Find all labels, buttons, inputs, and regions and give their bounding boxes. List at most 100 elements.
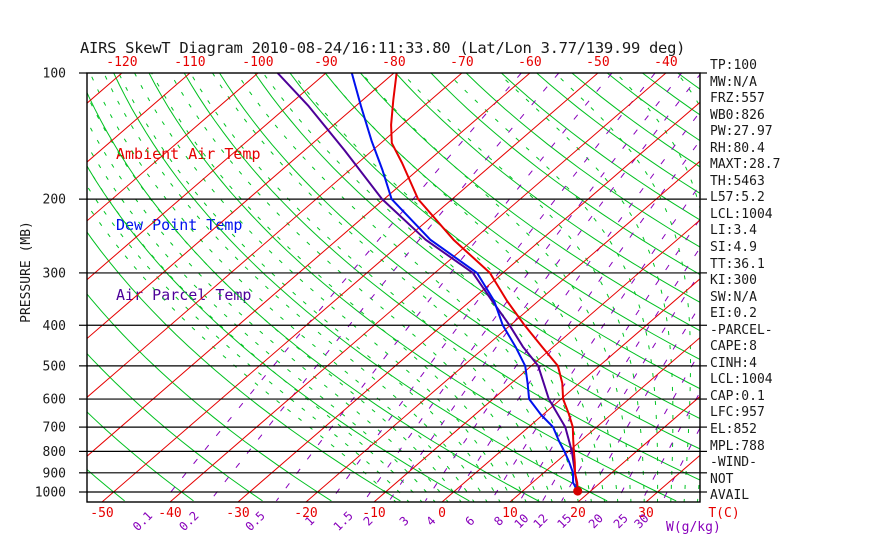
stat-line: LCL:1004 bbox=[710, 372, 773, 388]
stat-line: CAPE:8 bbox=[710, 339, 757, 355]
isotherm-line bbox=[577, 395, 700, 502]
isotherm-line bbox=[87, 73, 259, 222]
stat-line: EI:0.2 bbox=[710, 306, 757, 322]
dry-adiabat-line bbox=[219, 73, 700, 450]
stat-line: FRZ:557 bbox=[710, 91, 765, 107]
moist-adiabat-line bbox=[87, 143, 436, 502]
stat-line: MAXT:28.7 bbox=[710, 157, 781, 173]
top-temp-tick-label: -60 bbox=[518, 55, 541, 70]
dry-adiabat-line bbox=[87, 91, 539, 502]
pressure-tick-label: 100 bbox=[43, 67, 66, 82]
pressure-tick-label: 600 bbox=[43, 393, 66, 408]
moist-adiabat-line bbox=[87, 203, 397, 502]
mixing-ratio-tick-label: 0.1 bbox=[130, 509, 155, 534]
chart-title: AIRS SkewT Diagram 2010-08-24/16:11:33.8… bbox=[80, 39, 686, 57]
legend-dew-point: Dew Point Temp bbox=[116, 215, 243, 234]
mixing-ratio-line bbox=[616, 351, 700, 502]
moist-adiabat-line bbox=[169, 73, 540, 502]
bottom-temp-tick-label: 10 bbox=[502, 506, 518, 521]
mixing-ratio-line bbox=[561, 271, 700, 502]
mixing-ratio-tick-label: 12 bbox=[531, 511, 551, 531]
top-temp-tick-label: -110 bbox=[174, 55, 205, 70]
isotherm-line bbox=[373, 219, 700, 502]
stat-line: -PARCEL- bbox=[710, 322, 773, 338]
moist-adiabat-line bbox=[87, 120, 449, 502]
stat-line: KI:300 bbox=[710, 273, 757, 289]
stat-line: LFC:957 bbox=[710, 405, 765, 421]
mixing-ratio-tick-label: 1.5 bbox=[331, 509, 356, 534]
dry-adiabat-line bbox=[87, 411, 194, 502]
isotherm-line bbox=[87, 73, 463, 398]
dry-adiabat-line bbox=[501, 73, 700, 221]
dry-adiabat-line bbox=[183, 73, 700, 481]
bottom-temp-tick-label: 30 bbox=[638, 506, 654, 521]
mixing-ratio-line bbox=[163, 73, 522, 502]
isotherm-line bbox=[169, 73, 667, 502]
stat-line: WB0:826 bbox=[710, 107, 765, 123]
stat-line: LI:3.4 bbox=[710, 223, 757, 239]
pressure-tick-label: 700 bbox=[43, 421, 66, 436]
parcel-curve bbox=[276, 73, 579, 492]
stat-line: SW:N/A bbox=[710, 289, 757, 305]
bottom-temp-tick-label: -10 bbox=[362, 506, 385, 521]
moist-adiabat-line bbox=[87, 165, 423, 502]
temp-unit-label: T(C) bbox=[708, 506, 739, 521]
moist-adiabat-line bbox=[118, 73, 501, 502]
stat-line: CAP:0.1 bbox=[710, 388, 765, 404]
isotherm-line bbox=[87, 73, 531, 457]
top-temp-tick-label: -40 bbox=[654, 55, 677, 70]
mixing-ratio-line bbox=[363, 73, 683, 502]
moist-adiabat-line bbox=[134, 73, 514, 502]
ambient-temp-curve bbox=[390, 73, 579, 492]
moist-adiabat-line bbox=[446, 73, 659, 502]
stat-line: CINH:4 bbox=[710, 355, 757, 371]
mixing-unit-label: W(g/kg) bbox=[666, 520, 721, 535]
mixing-ratio-tick-label: 20 bbox=[586, 511, 606, 531]
dry-adiabat-line bbox=[324, 73, 700, 361]
pressure-axis-title: PRESSURE (MB) bbox=[19, 221, 34, 323]
dry-adiabat-line bbox=[87, 352, 263, 502]
mixing-ratio-tick-label: 6 bbox=[462, 514, 477, 529]
moist-adiabat-line bbox=[103, 73, 488, 502]
dry-adiabat-line bbox=[113, 73, 608, 502]
mixing-ratio-tick-label: 3 bbox=[397, 514, 412, 529]
stat-line: -WIND- bbox=[710, 455, 757, 471]
isotherm-line bbox=[87, 73, 395, 340]
dry-adiabat-line bbox=[360, 73, 700, 332]
top-temp-tick-label: -70 bbox=[450, 55, 473, 70]
mixing-ratio-line bbox=[275, 73, 613, 502]
stat-line: L57:5.2 bbox=[710, 190, 765, 206]
mixing-ratio-line bbox=[490, 183, 700, 502]
pressure-tick-label: 900 bbox=[43, 466, 66, 481]
top-temp-tick-label: -50 bbox=[586, 55, 609, 70]
surface-point-marker bbox=[573, 486, 583, 496]
moist-adiabat-line bbox=[87, 185, 410, 502]
mixing-ratio-line bbox=[641, 391, 700, 502]
stat-line: LCL:1004 bbox=[710, 206, 773, 222]
moist-adiabat-line bbox=[497, 73, 674, 502]
pressure-tick-label: 200 bbox=[43, 193, 66, 208]
dry-adiabat-line bbox=[87, 293, 332, 502]
moist-adiabat-line bbox=[324, 73, 619, 502]
bottom-temp-tick-label: -40 bbox=[158, 506, 181, 521]
moist-adiabat-line bbox=[401, 73, 645, 502]
stat-line: NOT bbox=[710, 471, 734, 487]
dewpoint-curve bbox=[350, 73, 579, 492]
mixing-ratio-line bbox=[662, 427, 700, 502]
mixing-ratio-tick-label: 4 bbox=[423, 514, 438, 529]
bottom-temp-tick-label: -20 bbox=[294, 506, 317, 521]
moist-adiabat-line bbox=[360, 73, 632, 502]
mixing-ratio-line bbox=[388, 73, 700, 502]
stat-line: PW:27.97 bbox=[710, 124, 773, 140]
top-temp-tick-label: -80 bbox=[382, 55, 405, 70]
moist-adiabat-line bbox=[89, 73, 475, 502]
mixing-ratio-line bbox=[451, 139, 700, 502]
moist-adiabat-line bbox=[554, 73, 691, 502]
mixing-ratio-line bbox=[330, 73, 656, 502]
pressure-tick-label: 300 bbox=[43, 266, 66, 281]
top-temp-tick-label: -90 bbox=[314, 55, 337, 70]
stat-line: AVAIL bbox=[710, 488, 750, 504]
moist-adiabat-line bbox=[262, 73, 592, 502]
